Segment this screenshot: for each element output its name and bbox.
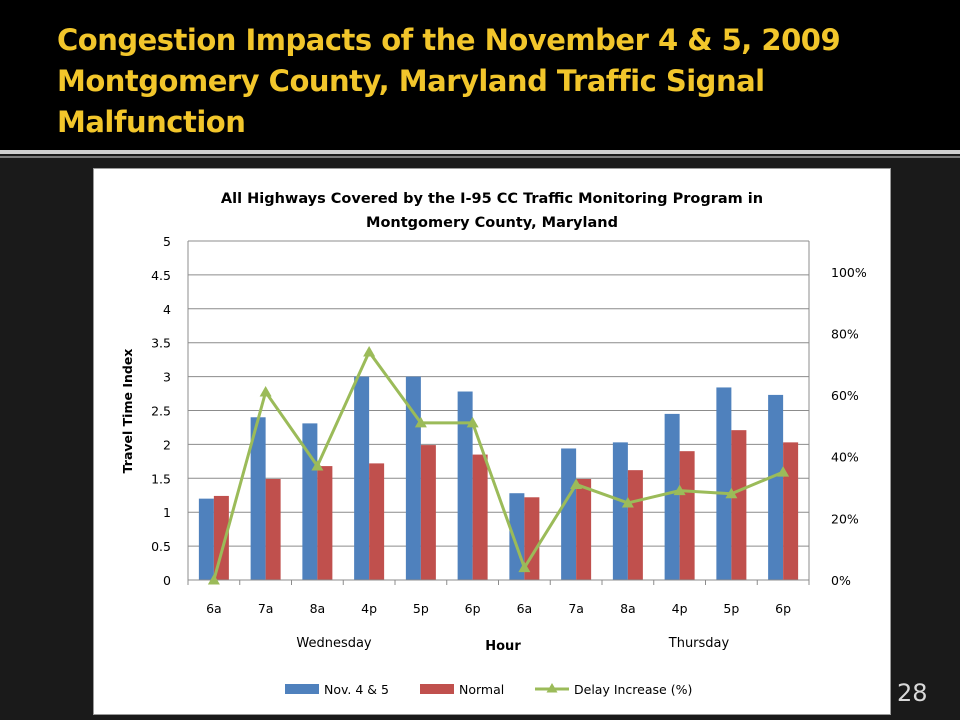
x-tick-label: 8a — [310, 601, 326, 616]
axes: 0 0.5 1 1.5 2 2.5 3 3.5 4 4.5 5 0% 20% 40% 60% 80% 100% 6… — [151, 234, 867, 616]
delay-point — [311, 459, 324, 471]
delay-point — [518, 561, 531, 573]
y-tick-label: 0.5 — [151, 539, 171, 554]
bar-nov — [561, 448, 577, 580]
y-tick-label: 3.5 — [151, 336, 171, 351]
y2-tick-label: 80% — [831, 326, 859, 341]
y-tick-label: 0 — [163, 573, 171, 588]
slide-number: 28 — [897, 679, 928, 707]
legend-label-nov: Nov. 4 & 5 — [324, 682, 389, 697]
y-tick-label: 1.5 — [151, 471, 171, 486]
delay-point — [673, 484, 686, 496]
legend-swatch-normal — [420, 684, 454, 694]
y2-tick-label: 40% — [831, 450, 859, 465]
y-tick-label: 5 — [163, 234, 171, 249]
delay-point — [570, 478, 583, 489]
x-tick-label: 6a — [206, 601, 222, 616]
chart-title-line-1: All Highways Covered by the I-95 CC Traf… — [221, 191, 763, 207]
title-divider-thin — [0, 156, 960, 158]
chart: 0 0.5 1 1.5 2 2.5 3 3.5 4 4.5 5 0% 20% 40% 60% 80% 100% 6… — [120, 191, 867, 697]
bar-nov — [250, 417, 266, 580]
bar-normal — [420, 445, 436, 580]
delay-point — [466, 416, 479, 428]
x-tick-label: 4p — [672, 601, 688, 616]
y2-tick-label: 60% — [831, 388, 859, 403]
slide-title-line-3: Malfunction — [57, 105, 246, 139]
y2-tick-label: 100% — [831, 265, 867, 280]
y-tick-label: 3 — [163, 370, 171, 385]
gridlines — [188, 240, 809, 581]
title-divider — [0, 150, 960, 154]
legend-label-normal: Normal — [459, 682, 504, 697]
x-tick-label: 7a — [568, 601, 584, 616]
day-label-wednesday: Wednesday — [296, 636, 372, 651]
slide-title-line-1: Congestion Impacts of the November 4 & 5… — [57, 23, 841, 57]
x-tick-label: 8a — [620, 601, 636, 616]
y-tick-label: 4.5 — [151, 268, 171, 283]
legend-swatch-nov — [285, 684, 319, 694]
delay-series-line — [212, 350, 784, 581]
y-tick-label: 2 — [163, 437, 171, 452]
x-tick-label: 6p — [465, 601, 481, 616]
legend-marker-delay — [546, 683, 558, 693]
delay-point — [259, 386, 272, 397]
bar-normal — [472, 454, 488, 580]
y2-tick-label: 0% — [831, 573, 851, 588]
x-tick-label: 7a — [258, 601, 274, 616]
x-tick-label: 5p — [413, 601, 429, 616]
delay-point — [621, 496, 634, 508]
bar-normal — [679, 451, 695, 580]
bar-normal — [213, 495, 229, 580]
legend: Nov. 4 & 5 Normal Delay Increase (%) — [285, 682, 692, 697]
chart-text: All Highways Covered by the I-95 CC Traf… — [120, 191, 763, 654]
bar-nov — [198, 498, 214, 580]
bar-nov — [768, 394, 784, 580]
delay-point — [414, 416, 427, 428]
chart-title-line-2: Montgomery County, Maryland — [366, 215, 618, 231]
bar-normal — [317, 466, 333, 580]
y2-tick-label: 20% — [831, 511, 859, 526]
y-tick-label: 4 — [163, 302, 171, 317]
delay-point — [207, 574, 220, 585]
x-tick-label: 5p — [723, 601, 739, 616]
bar-normal — [627, 470, 643, 580]
slide-title: Congestion Impacts of the November 4 & 5… — [57, 20, 937, 143]
bar-normal — [783, 442, 799, 580]
bar-nov — [457, 391, 473, 580]
delay-point — [363, 345, 376, 357]
bar-nov — [612, 442, 628, 580]
bars — [198, 376, 799, 580]
x-tick-label: 6a — [517, 601, 533, 616]
title-bar — [0, 0, 960, 150]
delay-point — [725, 487, 738, 499]
bar-nov — [716, 387, 732, 580]
delay-line — [207, 345, 790, 585]
slide-title-line-2: Montgomery County, Maryland Traffic Sign… — [57, 64, 765, 98]
x-tick-label: 6p — [775, 601, 791, 616]
y-tick-label: 1 — [163, 505, 171, 520]
chart-frame: 0 0.5 1 1.5 2 2.5 3 3.5 4 4.5 5 0% 20% 40% 60% 80% 100% 6… — [93, 168, 891, 715]
y-axis-title: Travel Time Index — [120, 349, 135, 474]
y-tick-label: 2.5 — [151, 404, 171, 419]
bar-normal — [576, 478, 592, 580]
day-label-thursday: Thursday — [668, 636, 730, 651]
bar-nov — [354, 376, 370, 580]
bar-normal — [731, 430, 747, 580]
bar-nov — [405, 376, 421, 580]
legend-label-delay: Delay Increase (%) — [574, 682, 692, 697]
x-axis-title: Hour — [485, 639, 521, 654]
delay-point — [777, 466, 790, 477]
bar-normal — [369, 463, 385, 580]
bar-normal — [265, 478, 281, 580]
x-tick-label: 4p — [361, 601, 377, 616]
bar-nov — [664, 413, 680, 580]
